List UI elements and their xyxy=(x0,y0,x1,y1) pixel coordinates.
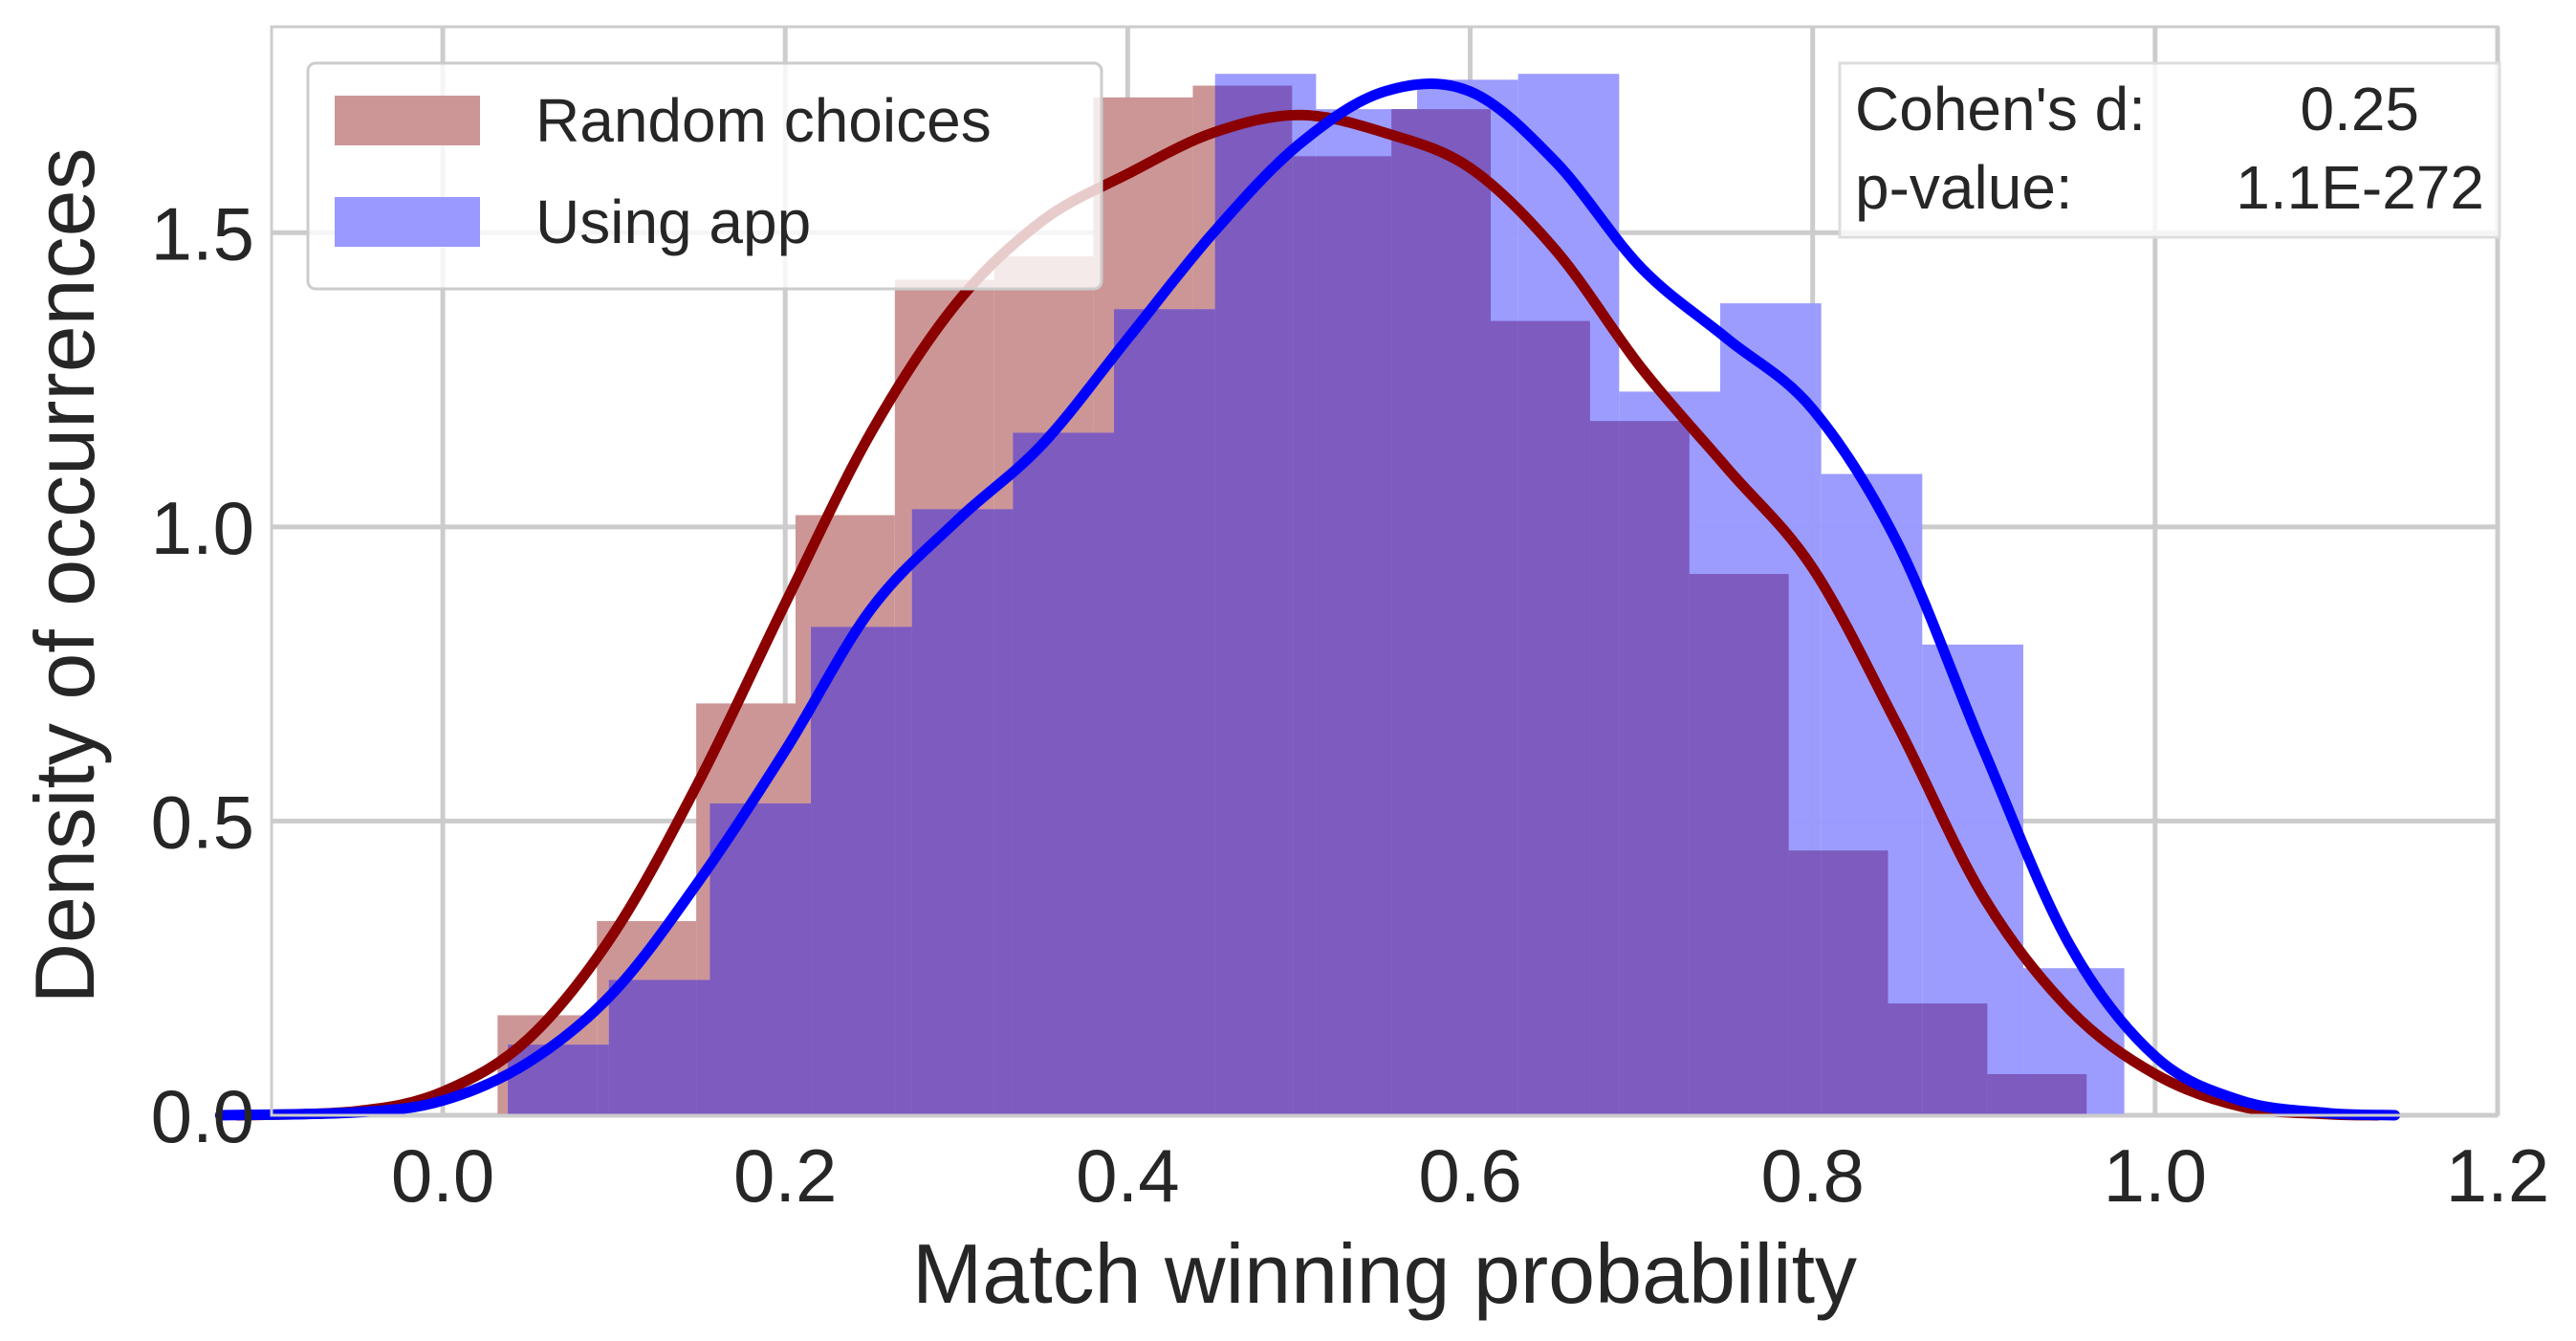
histogram-overlap-9 xyxy=(911,509,994,1115)
y-axis-label: Density of occurrences xyxy=(17,147,112,1003)
y-tick-label-1: 0.5 xyxy=(151,780,254,864)
cohens-d-value: 0.25 xyxy=(2300,75,2419,143)
histogram-bars xyxy=(497,74,2125,1116)
x-tick-label-0: 0.0 xyxy=(391,1133,494,1218)
x-axis-label: Match winning probability xyxy=(912,1226,1857,1321)
histogram-overlap-19 xyxy=(1417,109,1492,1116)
x-tick-label-6: 1.2 xyxy=(2446,1133,2549,1218)
histogram-overlap-29 xyxy=(1922,1003,1988,1115)
stats-frame xyxy=(1838,61,2501,239)
histogram-overlap-17 xyxy=(1316,156,1392,1116)
legend-frame xyxy=(306,61,1103,291)
histogram-overlap-3 xyxy=(608,979,697,1115)
histogram-overlap-18 xyxy=(1391,109,1418,1116)
x-tick-label-4: 0.8 xyxy=(1760,1133,1864,1218)
legend-swatch-random-choices xyxy=(335,96,480,145)
histogram-overlap-16 xyxy=(1292,156,1317,1116)
y-tick-label-3: 1.5 xyxy=(151,191,254,275)
plot-frame xyxy=(270,25,2500,1117)
kde-curve-using-app xyxy=(214,78,2401,1121)
legend: Random choices Using app xyxy=(306,61,1103,291)
x-tick-label-1: 0.2 xyxy=(733,1133,837,1218)
x-axis-ticks: 0.0 0.2 0.4 0.6 0.8 1.0 1.2 xyxy=(391,1133,2549,1218)
histogram-overlap-24 xyxy=(1689,574,1720,1115)
legend-label-random-choices: Random choices xyxy=(535,86,992,155)
histogram-overlap-28 xyxy=(1888,1003,1923,1115)
histogram-overlap-5 xyxy=(709,802,796,1115)
y-tick-label-0: 0.0 xyxy=(151,1074,254,1158)
x-tick-label-5: 1.0 xyxy=(2104,1133,2207,1218)
x-tick-label-2: 0.4 xyxy=(1076,1133,1179,1218)
y-axis-ticks: 0.0 0.5 1.0 1.5 xyxy=(151,191,254,1158)
histogram-overlap-22 xyxy=(1589,421,1620,1116)
histogram-overlap-6 xyxy=(795,802,812,1115)
cohens-d-label: Cohen's d: xyxy=(1855,75,2146,143)
histogram-overlap-26 xyxy=(1788,850,1822,1115)
histogram-overlap-25 xyxy=(1719,574,1789,1115)
x-tick-label-3: 0.6 xyxy=(1418,1133,1521,1218)
histogram-overlap-14 xyxy=(1192,309,1215,1115)
histogram-overlap-15 xyxy=(1214,85,1293,1115)
legend-swatch-using-app xyxy=(335,197,480,247)
histogram-overlap-4 xyxy=(696,979,710,1115)
histogram-overlap-2 xyxy=(597,1044,609,1115)
histogram-overlap-10 xyxy=(993,509,1014,1115)
histogram-overlap-1 xyxy=(508,1044,598,1115)
kde-curve-random-choices xyxy=(231,109,2384,1121)
histogram-overlap-12 xyxy=(1093,432,1115,1115)
histogram-overlap-30 xyxy=(1987,1073,2023,1115)
histogram-overlap-7 xyxy=(811,627,895,1115)
stats-box: Cohen's d: 0.25 p-value: 1.1E-272 xyxy=(1838,61,2501,239)
legend-label-using-app: Using app xyxy=(535,187,811,256)
p-value-value: 1.1E-272 xyxy=(2236,153,2484,222)
y-tick-label-2: 1.0 xyxy=(151,486,254,570)
p-value-label: p-value: xyxy=(1855,153,2073,222)
histogram-overlap-11 xyxy=(1013,432,1094,1115)
kde-curves xyxy=(214,78,2401,1121)
histogram-overlap-8 xyxy=(894,627,912,1115)
histogram-overlap-27 xyxy=(1821,850,1888,1115)
histogram-overlap-21 xyxy=(1517,320,1590,1115)
histogram-overlap-31 xyxy=(2022,1073,2087,1115)
histogram-overlap-13 xyxy=(1114,309,1193,1115)
histogram-overlap-20 xyxy=(1491,320,1518,1115)
histogram-overlap-23 xyxy=(1619,421,1690,1116)
